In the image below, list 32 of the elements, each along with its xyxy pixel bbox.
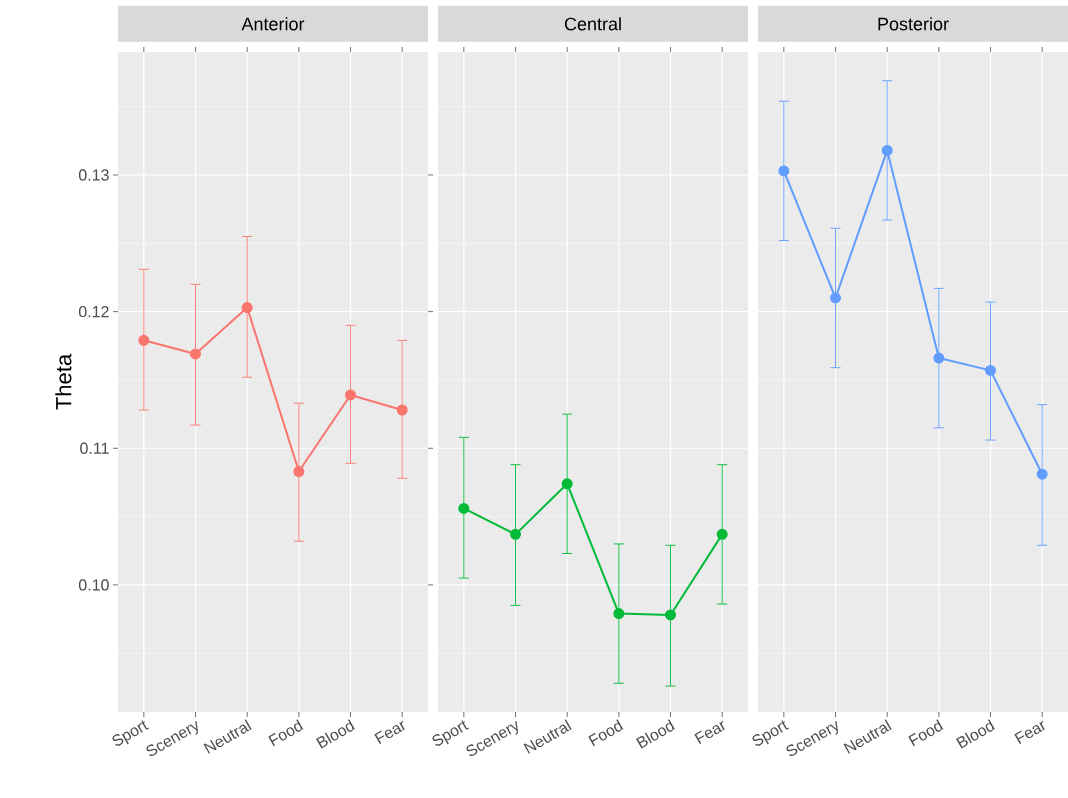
point — [778, 165, 790, 177]
x-tick-label: Fear — [1014, 720, 1045, 744]
y-axis-title: Theta — [55, 353, 72, 410]
y-tick-label: 0.10 — [78, 579, 109, 591]
chart-title: Posterior — [878, 17, 949, 31]
point — [458, 502, 470, 514]
x-tick-label: Fear — [374, 720, 405, 744]
point — [830, 292, 842, 304]
point — [933, 352, 945, 364]
point — [138, 334, 150, 346]
point — [665, 609, 677, 621]
point — [241, 302, 253, 314]
y-tick-label: 0.12 — [78, 305, 109, 318]
point — [985, 364, 997, 376]
point — [613, 608, 625, 620]
point — [345, 389, 356, 401]
point — [716, 528, 728, 540]
x-tick-label: Fear — [694, 720, 725, 744]
point — [510, 528, 522, 540]
x-tick-label: Food — [588, 719, 624, 747]
y-tick-label: 0.13 — [78, 169, 109, 181]
point — [293, 466, 305, 477]
point — [396, 404, 408, 416]
y-tick-label: 0.11 — [80, 442, 109, 454]
chart-title: Central — [564, 17, 621, 31]
x-tick-label: Food — [908, 719, 944, 747]
point — [561, 478, 573, 490]
point — [1036, 468, 1048, 480]
chart-title: Anterior — [241, 17, 305, 31]
x-tick-label: Food — [268, 719, 304, 747]
point — [881, 144, 893, 156]
point — [190, 348, 201, 360]
